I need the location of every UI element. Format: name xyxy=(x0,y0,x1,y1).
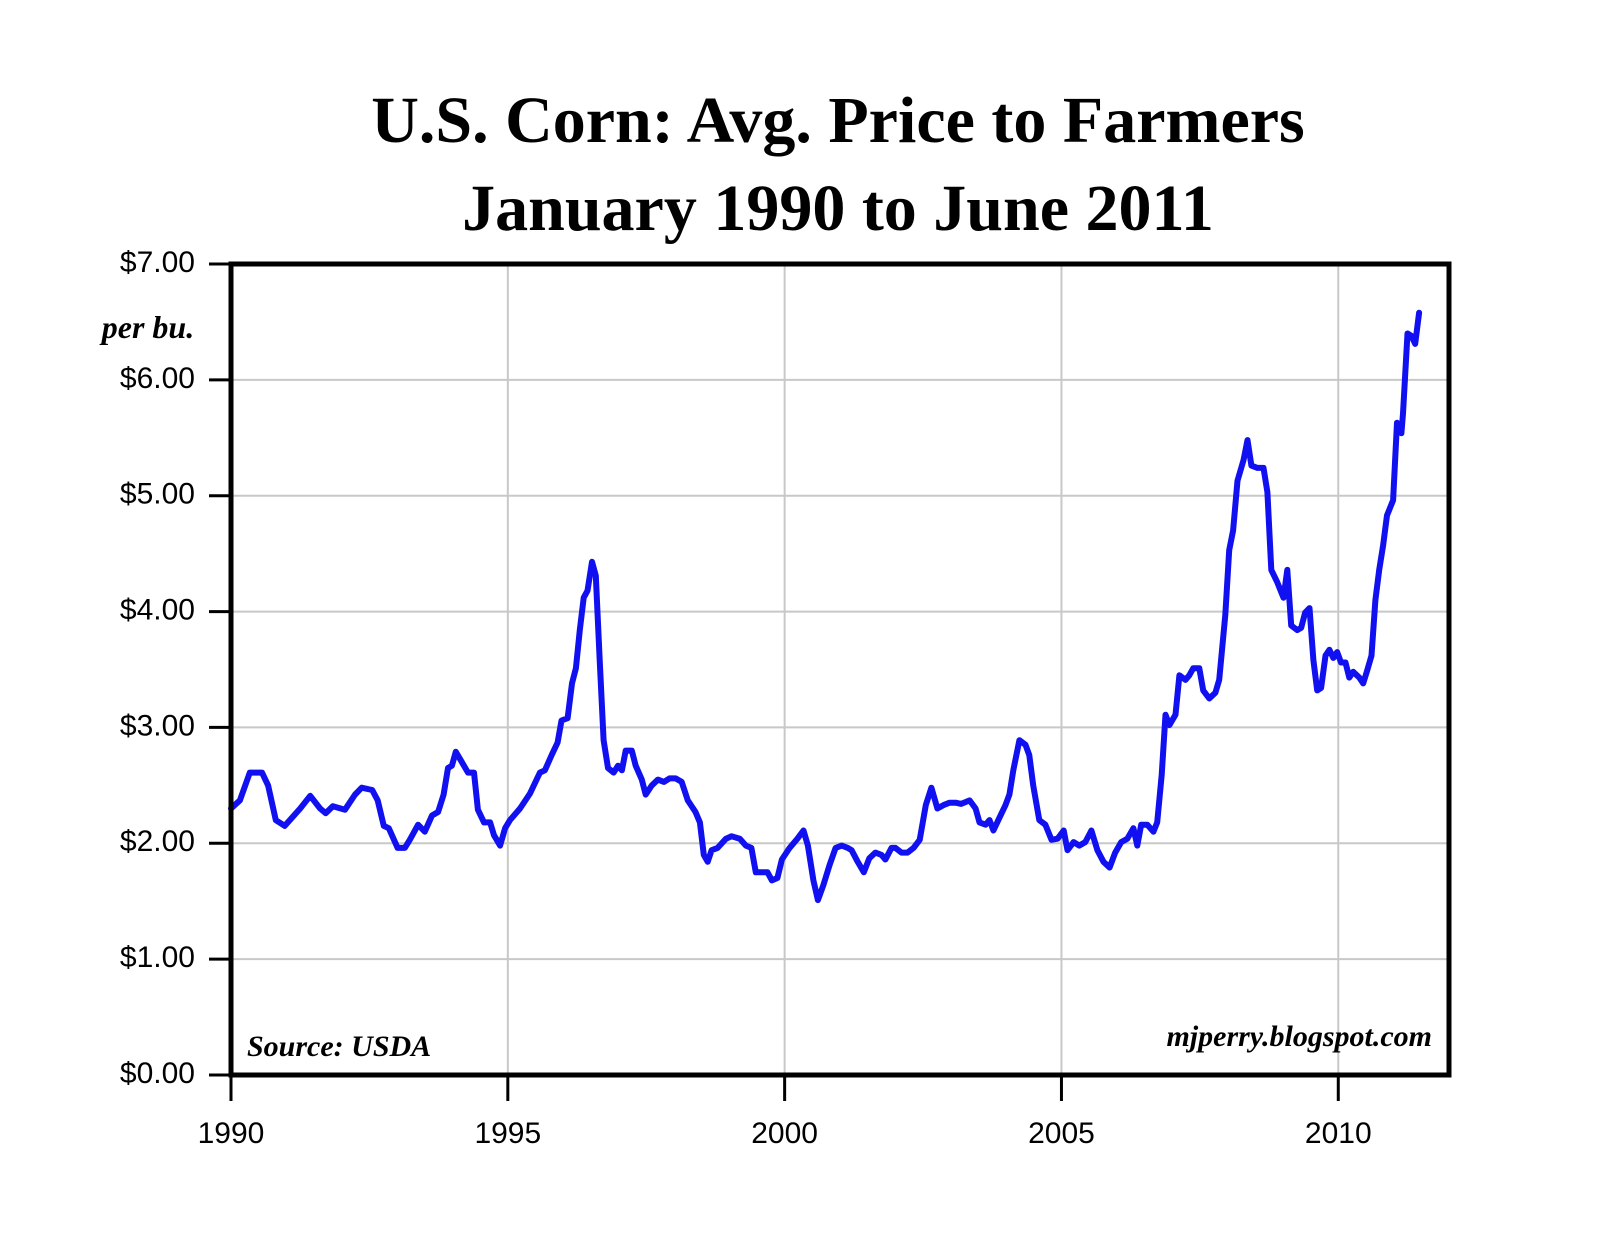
y-tick-label: $2.00 xyxy=(120,825,195,858)
y-axis-unit: per bu. xyxy=(99,309,194,345)
x-tick-label: 2000 xyxy=(751,1117,818,1150)
x-tick-label: 1990 xyxy=(198,1117,265,1150)
y-tick-label: $0.00 xyxy=(120,1057,195,1090)
y-tick-label: $1.00 xyxy=(120,941,195,974)
y-tick-label: $4.00 xyxy=(120,593,195,626)
y-tick-label: $6.00 xyxy=(120,362,195,395)
source-note: Source: USDA xyxy=(247,1030,431,1063)
plot-frame xyxy=(228,261,1452,1078)
y-tick-label: $5.00 xyxy=(120,478,195,511)
x-tick-label: 2005 xyxy=(1028,1117,1095,1150)
plot xyxy=(228,309,1423,904)
x-tick-label: 2010 xyxy=(1305,1117,1372,1150)
credit-note: mjperry.blogspot.com xyxy=(1166,1020,1432,1053)
y-tick-label: $7.00 xyxy=(120,246,195,279)
chart-subtitle: January 1990 to June 2011 xyxy=(462,172,1214,245)
y-tick-label: $3.00 xyxy=(120,709,195,742)
x-tick-label: 1995 xyxy=(474,1117,541,1150)
chart-title: U.S. Corn: Avg. Price to Farmers xyxy=(371,84,1305,157)
price-line xyxy=(228,309,1423,904)
